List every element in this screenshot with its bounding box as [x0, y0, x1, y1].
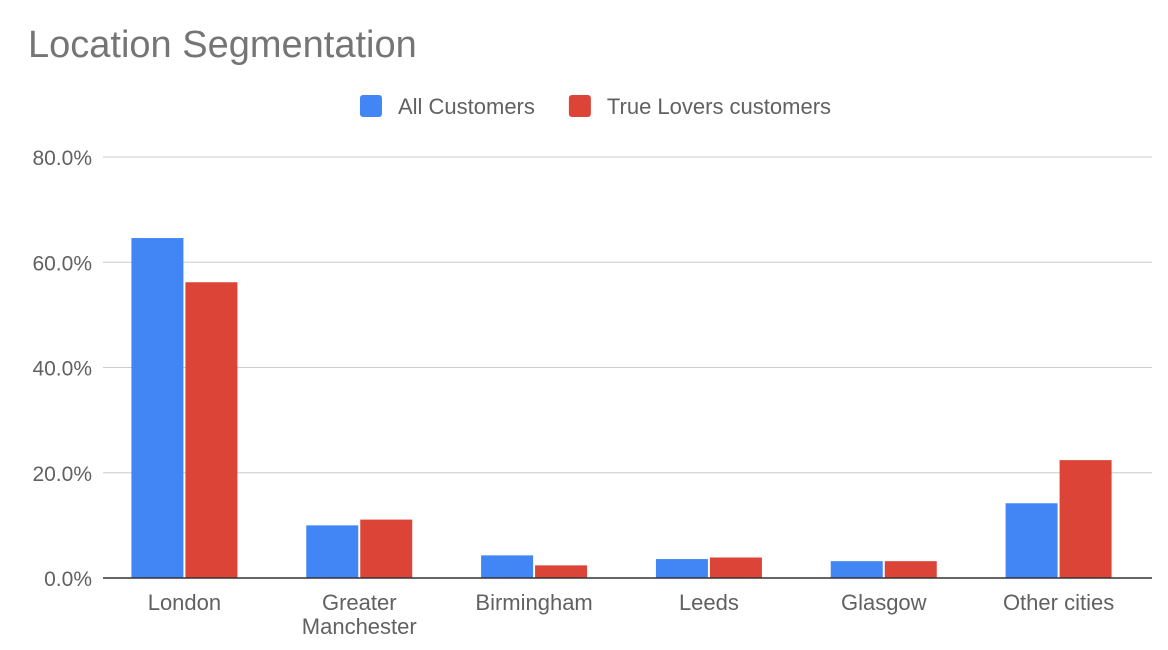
bar-leeds-series-2 — [709, 557, 762, 578]
bar-glasgow-series-2 — [884, 561, 937, 578]
bar-birmingham-series-1 — [481, 555, 534, 578]
y-tick-label: 80.0% — [32, 147, 92, 170]
bar-greater-manchester-series-1 — [306, 525, 359, 578]
bar-birmingham-series-2 — [535, 565, 588, 578]
bar-london-series-2 — [185, 282, 238, 578]
legend-item: True Lovers customers — [568, 94, 831, 119]
x-tick-label: Glasgow — [841, 590, 927, 615]
x-tick-label: Leeds — [679, 590, 739, 615]
y-tick-label: 40.0% — [32, 358, 92, 381]
x-tick-label: Birmingham — [475, 590, 592, 615]
legend-item: All Customers — [359, 94, 535, 119]
legend: All Customers True Lovers customers — [359, 94, 831, 119]
bar-other-cities-series-2 — [1059, 460, 1112, 578]
x-tick-label: Greater Manchester — [302, 590, 417, 639]
y-axis-tick-labels: 0.0% 20.0% 40.0% 60.0% 80.0% — [32, 147, 92, 591]
legend-swatch — [568, 95, 591, 117]
x-tick-label: London — [148, 590, 221, 615]
chart-title: Location Segmentation — [28, 24, 417, 66]
x-axis-tick-labels: London Greater Manchester Birmingham Leeds Gl… — [148, 590, 1115, 639]
bars — [131, 238, 1112, 579]
bar-london-series-1 — [131, 238, 184, 579]
bar-greater-manchester-series-2 — [360, 519, 413, 578]
y-tick-label: 0.0% — [44, 568, 92, 591]
gridlines — [103, 156, 1152, 474]
y-tick-label: 60.0% — [32, 252, 92, 275]
legend-label: True Lovers customers — [607, 94, 831, 119]
bar-leeds-series-1 — [655, 559, 708, 578]
legend-swatch — [359, 95, 382, 117]
bar-glasgow-series-1 — [830, 561, 883, 578]
legend-label: All Customers — [398, 94, 535, 119]
y-tick-label: 20.0% — [32, 463, 92, 486]
bar-other-cities-series-1 — [1005, 503, 1058, 578]
x-tick-label: Other cities — [1003, 590, 1114, 615]
